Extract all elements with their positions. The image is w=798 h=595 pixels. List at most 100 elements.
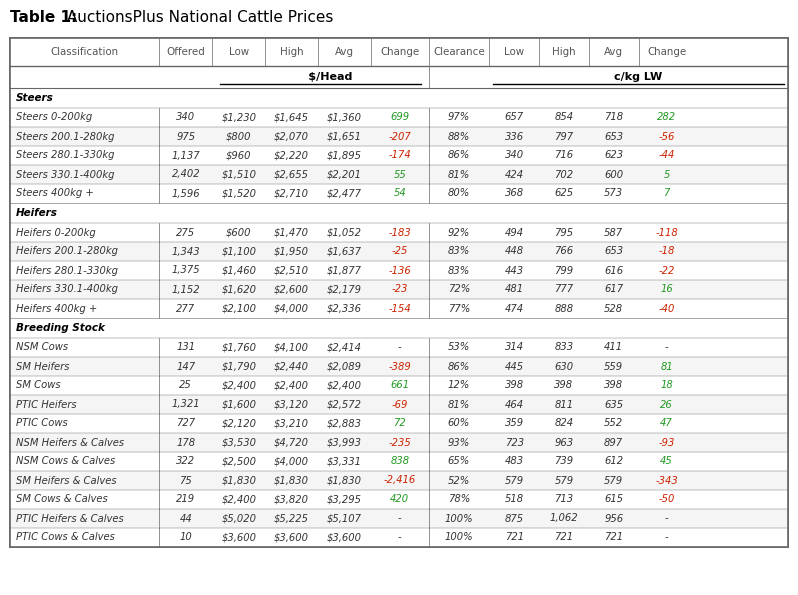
Text: SM Heifers & Calves: SM Heifers & Calves	[16, 475, 117, 486]
Text: 100%: 100%	[444, 513, 473, 524]
Text: 587: 587	[604, 227, 623, 237]
Text: 10: 10	[180, 533, 192, 543]
Text: 314: 314	[504, 343, 523, 352]
Bar	[10, 146, 788, 165]
Text: $2,510: $2,510	[275, 265, 309, 275]
Bar	[10, 299, 788, 318]
Text: 975: 975	[176, 131, 196, 142]
Text: -174: -174	[389, 151, 411, 161]
Text: $2,400: $2,400	[275, 380, 309, 390]
Text: NSM Heifers & Calves: NSM Heifers & Calves	[16, 437, 124, 447]
Text: 398: 398	[604, 380, 623, 390]
Text: 12%: 12%	[448, 380, 470, 390]
Text: $1,760: $1,760	[221, 343, 256, 352]
Text: 86%: 86%	[448, 151, 470, 161]
Bar	[10, 509, 788, 528]
Text: $2,220: $2,220	[275, 151, 309, 161]
Text: 411: 411	[604, 343, 623, 352]
Text: $2,201: $2,201	[327, 170, 362, 180]
Text: $1,360: $1,360	[327, 112, 362, 123]
Text: -235: -235	[389, 437, 411, 447]
Text: $1,645: $1,645	[275, 112, 309, 123]
Text: $1,520: $1,520	[221, 189, 256, 199]
Text: 1,062: 1,062	[550, 513, 579, 524]
Text: 963: 963	[555, 437, 574, 447]
Text: 72: 72	[393, 418, 406, 428]
Bar	[10, 395, 788, 414]
Text: $2,089: $2,089	[327, 362, 362, 371]
Bar	[10, 242, 788, 261]
Text: 617: 617	[604, 284, 623, 295]
Text: 1,375: 1,375	[172, 265, 200, 275]
Text: 559: 559	[604, 362, 623, 371]
Text: 359: 359	[504, 418, 523, 428]
Text: 26: 26	[660, 399, 673, 409]
Text: 600: 600	[604, 170, 623, 180]
Text: 322: 322	[176, 456, 196, 466]
Text: 897: 897	[604, 437, 623, 447]
Text: $1,830: $1,830	[221, 475, 256, 486]
Text: 797: 797	[555, 131, 574, 142]
Text: $2,400: $2,400	[221, 380, 256, 390]
Text: 448: 448	[504, 246, 523, 256]
Text: 838: 838	[390, 456, 409, 466]
Text: Breeding Stock: Breeding Stock	[16, 323, 105, 333]
Text: $600: $600	[226, 227, 251, 237]
Text: 615: 615	[604, 494, 623, 505]
Text: Steers 280.1-330kg: Steers 280.1-330kg	[16, 151, 114, 161]
Text: 25: 25	[180, 380, 192, 390]
Text: 420: 420	[390, 494, 409, 505]
Text: Steers 0-200kg: Steers 0-200kg	[16, 112, 93, 123]
Text: $3,120: $3,120	[275, 399, 309, 409]
Text: $1,052: $1,052	[327, 227, 362, 237]
Text: $1,830: $1,830	[327, 475, 362, 486]
Text: 875: 875	[504, 513, 523, 524]
Text: $2,400: $2,400	[327, 380, 362, 390]
Text: 131: 131	[176, 343, 196, 352]
Text: Heifers: Heifers	[16, 208, 58, 218]
Text: PTIC Cows: PTIC Cows	[16, 418, 68, 428]
Text: Change: Change	[380, 47, 420, 57]
Text: 616: 616	[604, 265, 623, 275]
Text: 727: 727	[176, 418, 196, 428]
Text: -44: -44	[658, 151, 675, 161]
Text: Clearance: Clearance	[433, 47, 484, 57]
Bar	[10, 528, 788, 547]
Text: 721: 721	[504, 533, 523, 543]
Bar	[10, 261, 788, 280]
Text: $1,230: $1,230	[221, 112, 256, 123]
Text: 833: 833	[555, 343, 574, 352]
Text: 721: 721	[555, 533, 574, 543]
Text: 623: 623	[604, 151, 623, 161]
Text: $3,820: $3,820	[275, 494, 309, 505]
Text: $/Head: $/Head	[289, 72, 352, 82]
Bar	[10, 452, 788, 471]
Bar	[10, 88, 788, 108]
Text: $4,000: $4,000	[275, 456, 309, 466]
Text: Classification: Classification	[50, 47, 119, 57]
Text: High: High	[552, 47, 575, 57]
Text: PTIC Cows & Calves: PTIC Cows & Calves	[16, 533, 115, 543]
Text: $1,637: $1,637	[327, 246, 362, 256]
Text: -: -	[665, 513, 669, 524]
Text: 721: 721	[604, 533, 623, 543]
Text: 854: 854	[555, 112, 574, 123]
Text: $4,000: $4,000	[275, 303, 309, 314]
Text: -343: -343	[655, 475, 678, 486]
Text: 16: 16	[660, 284, 673, 295]
Bar	[10, 223, 788, 242]
Text: $2,710: $2,710	[275, 189, 309, 199]
Text: Steers 400kg +: Steers 400kg +	[16, 189, 93, 199]
Text: Heifers 200.1-280kg: Heifers 200.1-280kg	[16, 246, 118, 256]
Text: 464: 464	[504, 399, 523, 409]
Text: 60%: 60%	[448, 418, 470, 428]
Bar	[10, 433, 788, 452]
Text: 5: 5	[663, 170, 670, 180]
Text: $2,500: $2,500	[221, 456, 256, 466]
Text: $1,510: $1,510	[221, 170, 256, 180]
Text: PTIC Heifers: PTIC Heifers	[16, 399, 77, 409]
Text: 65%: 65%	[448, 456, 470, 466]
Text: 45: 45	[660, 456, 673, 466]
Text: -: -	[665, 533, 669, 543]
Text: 657: 657	[504, 112, 523, 123]
